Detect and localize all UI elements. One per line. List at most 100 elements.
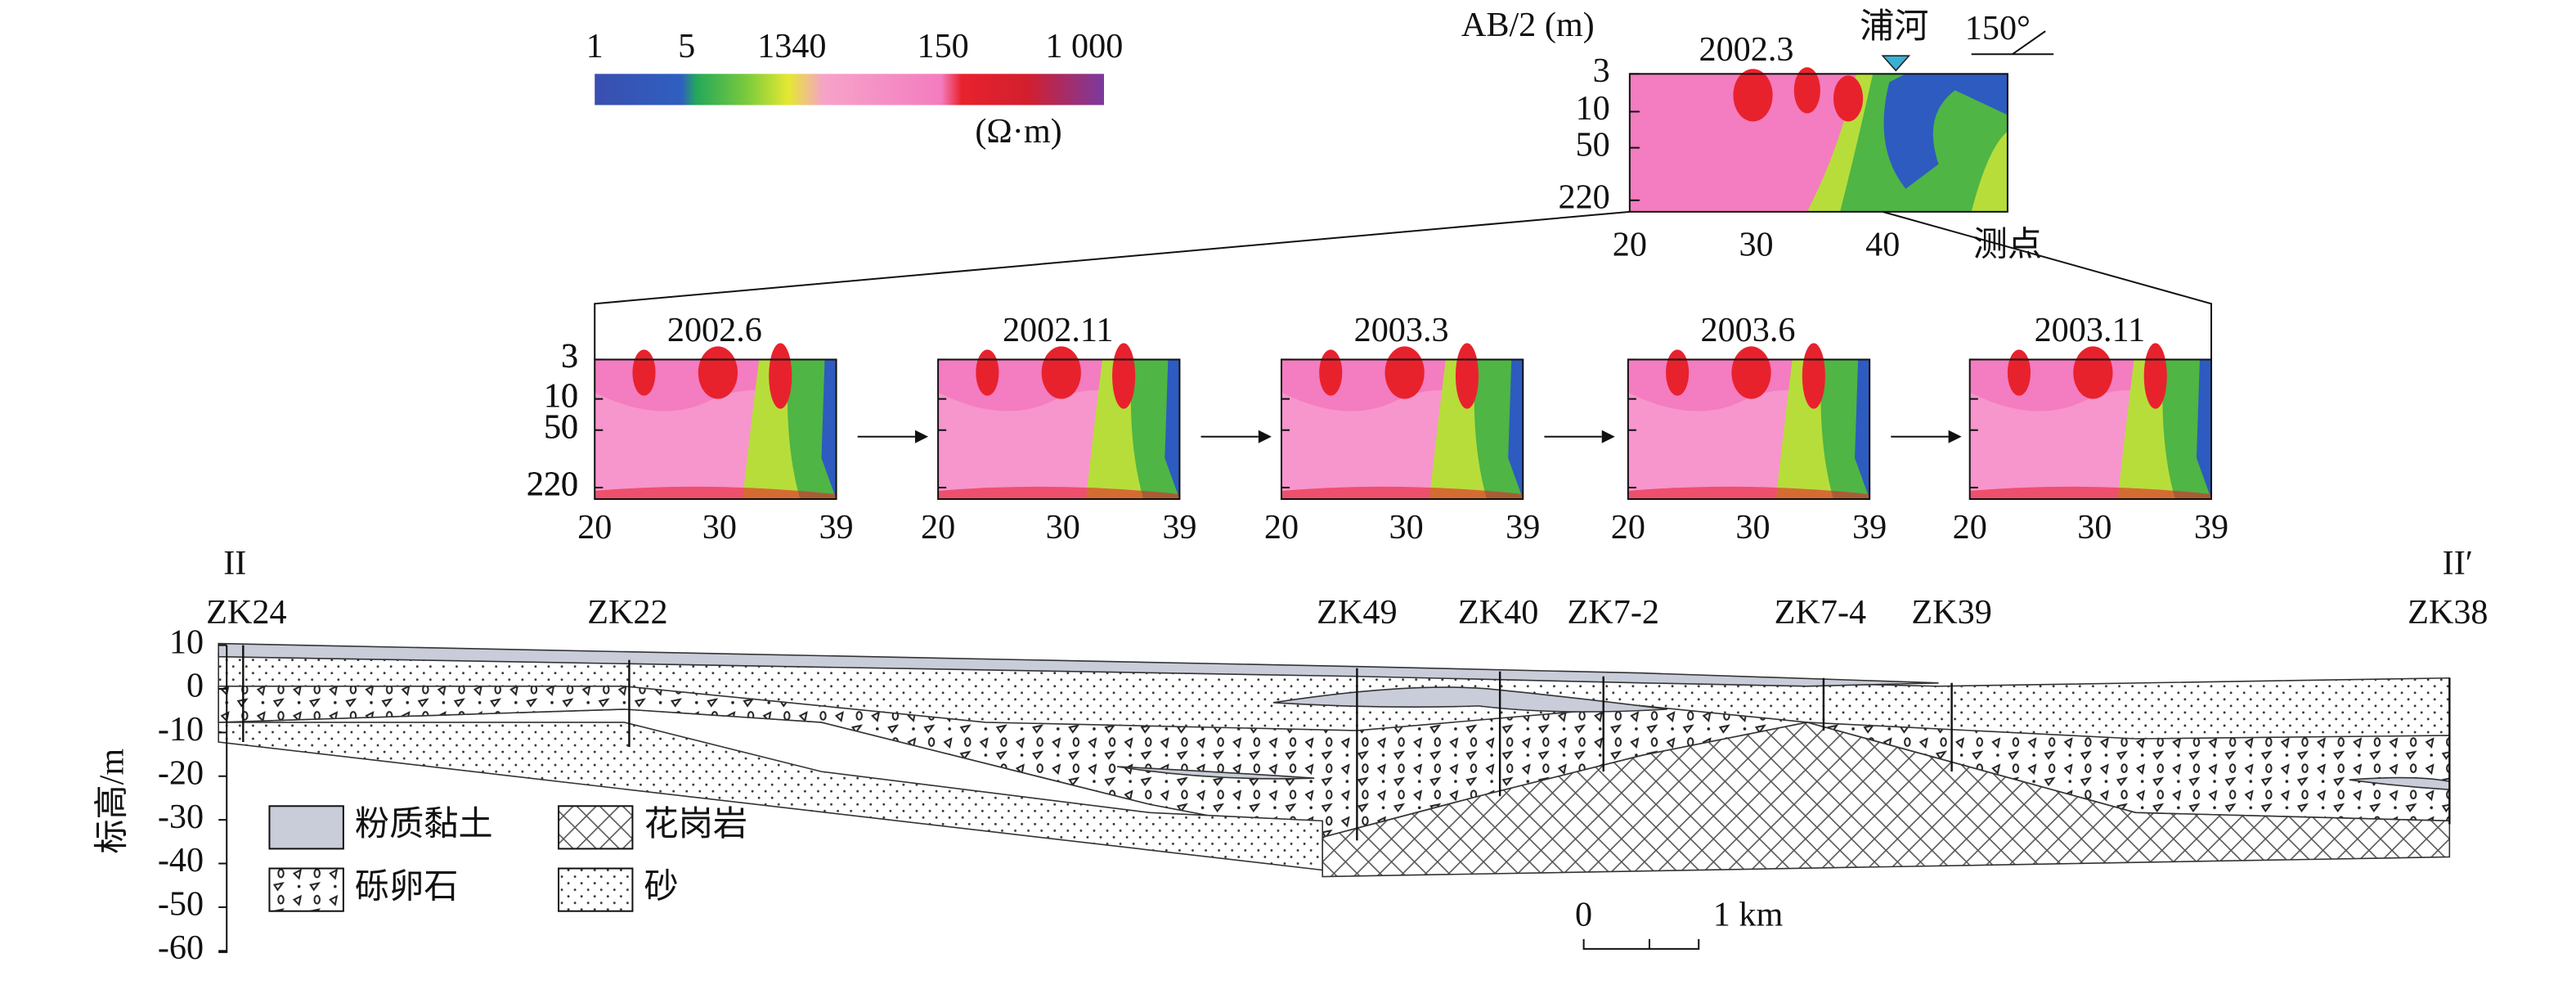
station-tick-label: 30 (1389, 508, 1424, 546)
borehole-label: ZK38 (2408, 593, 2488, 632)
panel-date: 2003.6 (1700, 311, 1795, 349)
y-tick-label: 10 (169, 623, 204, 661)
depth-label: 220 (527, 466, 578, 504)
station-tick-label: 20 (1613, 226, 1647, 264)
depth-label: 220 (527, 466, 578, 504)
arrow-head (1601, 430, 1615, 443)
y-tick-label: -60 (158, 929, 204, 967)
depth-label: 10 (1576, 89, 1610, 128)
depth-label: 10 (544, 376, 578, 415)
arrow-head (1258, 430, 1272, 443)
y-tick-label: -20 (158, 753, 204, 792)
legend-label: 粉质黏土 (355, 805, 493, 843)
cross-section (218, 642, 2451, 953)
station-tick-label: 30 (1739, 226, 1773, 264)
top-panel (594, 30, 2213, 360)
borehole-label: ZK7-4 (1775, 593, 1866, 632)
legend-swatch (558, 805, 634, 850)
station-tick-label: 20 (1611, 508, 1645, 546)
scale-bar (1582, 938, 1700, 950)
colorbar-label: 1340 (757, 27, 826, 65)
station-tick-label: 39 (1852, 508, 1887, 546)
station-tick-label: 20 (1953, 508, 1987, 546)
colorbar-label: 150 (917, 27, 968, 65)
river-label: 浦河 (1860, 7, 1928, 46)
angle-label: 150° (1965, 9, 2031, 47)
legend-swatch (558, 867, 634, 912)
resistivity-panel (1281, 343, 1524, 500)
panel-date: 2003.11 (2035, 311, 2146, 349)
station-tick-label: 30 (1046, 508, 1080, 546)
borehole-label: ZK24 (206, 593, 286, 632)
colorbar-label: 1 (586, 27, 604, 65)
panel-date: 2003.3 (1354, 311, 1449, 349)
depth-label: 10 (544, 376, 578, 415)
panel-date: 2002.6 (667, 311, 762, 349)
y-tick-label: -10 (158, 710, 204, 749)
colorbar-label: 5 (678, 27, 695, 65)
depth-label: 220 (527, 466, 578, 504)
resistivity-panel (1969, 343, 2212, 500)
axis-label: AB/2 (m) (1461, 6, 1595, 44)
station-tick-label: 30 (702, 508, 737, 546)
y-tick-label: -30 (158, 798, 204, 836)
section-start: II (223, 544, 246, 582)
depth-label: 220 (1558, 178, 1609, 217)
borehole-label: ZK49 (1317, 593, 1397, 632)
legend-label: 花岗岩 (644, 805, 748, 843)
depth-label: 50 (544, 407, 578, 446)
arrow-head (1948, 430, 1962, 443)
station-tick-label: 30 (2077, 508, 2112, 546)
panel-date: 2002.11 (1003, 311, 1114, 349)
resistivity-panel (938, 343, 1180, 500)
depth-label: 10 (544, 376, 578, 415)
station-tick-label: 40 (1865, 226, 1900, 264)
station-tick-label: 20 (577, 508, 612, 546)
station-tick-label: 39 (2194, 508, 2228, 546)
legend-swatch (268, 805, 344, 850)
depth-label: 50 (544, 407, 578, 446)
colorbar-label: 1 000 (1045, 27, 1123, 65)
colorbar-unit: (Ω·m) (975, 112, 1061, 151)
station-tick-label: 30 (1735, 508, 1770, 546)
legend-label: 砾卵石 (355, 867, 459, 906)
station-tick-label: 39 (1162, 508, 1196, 546)
depth-label: 220 (527, 466, 578, 504)
resistivity-panel (1627, 343, 1870, 500)
depth-label: 3 (1593, 52, 1610, 90)
y-tick-label: 0 (186, 667, 204, 705)
depth-label: 3 (561, 337, 578, 376)
colorbar (595, 74, 1104, 106)
depth-label: 10 (544, 376, 578, 415)
depth-label: 3 (561, 337, 578, 376)
y-tick-label: -40 (158, 841, 204, 879)
depth-label: 50 (544, 407, 578, 446)
legend-label: 砂 (644, 867, 679, 906)
depth-label: 50 (544, 407, 578, 446)
panel-date: 2002.3 (1699, 30, 1793, 69)
arrow-head (914, 430, 929, 443)
scale-label: 1 km (1713, 895, 1784, 933)
borehole-label: ZK39 (1911, 593, 1991, 632)
y-tick-label: -50 (158, 885, 204, 924)
station-tick-label: 39 (1506, 508, 1540, 546)
resistivity-panel (595, 343, 837, 500)
depth-label: 220 (527, 466, 578, 504)
borehole-label: ZK22 (587, 593, 667, 632)
depth-label: 3 (561, 337, 578, 376)
borehole-label: ZK7-2 (1568, 593, 1659, 632)
legend-swatch (268, 867, 344, 912)
y-axis-label: 标高/m (92, 749, 131, 854)
depth-label: 50 (1576, 125, 1610, 164)
scale-label: 0 (1575, 895, 1592, 933)
depth-label: 10 (544, 376, 578, 415)
section-end: II′ (2443, 544, 2473, 582)
station-label: 测点 (1973, 226, 2042, 264)
station-tick-label: 39 (819, 508, 853, 546)
station-tick-label: 20 (1264, 508, 1299, 546)
depth-label: 50 (544, 407, 578, 446)
borehole-label: ZK40 (1458, 593, 1538, 632)
depth-label: 3 (561, 337, 578, 376)
